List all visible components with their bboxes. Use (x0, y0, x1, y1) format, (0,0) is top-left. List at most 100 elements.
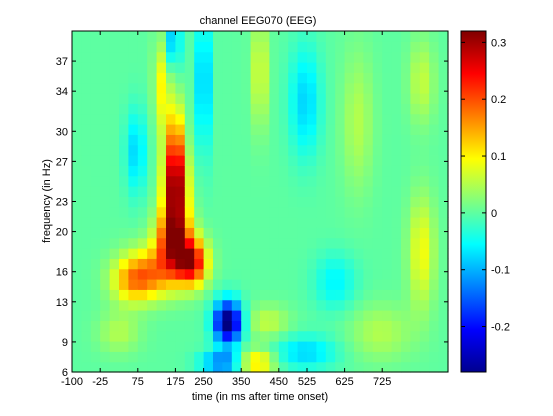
heatmap-cell (354, 279, 364, 290)
heatmap-cell (372, 103, 383, 115)
heatmap-cell (307, 206, 317, 218)
heatmap-cell (269, 351, 280, 363)
heatmap-cell (194, 165, 205, 177)
heatmap-cell (391, 320, 402, 332)
heatmap-cell (100, 279, 111, 290)
heatmap-cell (410, 227, 421, 239)
heatmap-cell (269, 289, 280, 301)
heatmap-cell (241, 237, 252, 249)
heatmap-cell (335, 113, 346, 125)
heatmap-cell (231, 93, 242, 104)
heatmap-cell (335, 41, 346, 53)
heatmap-cell (222, 175, 233, 187)
heatmap-cell (184, 82, 195, 94)
heatmap-cell (128, 155, 139, 166)
heatmap-cell (297, 72, 308, 84)
heatmap-cell (231, 227, 242, 239)
heatmap-cell (316, 268, 327, 280)
heatmap-cell (438, 165, 449, 177)
heatmap-cell (166, 237, 176, 249)
heatmap-cell (382, 165, 393, 177)
heatmap-cell (203, 82, 214, 94)
heatmap-cell (354, 41, 364, 53)
heatmap-cell (288, 186, 299, 197)
heatmap-cell (419, 134, 430, 146)
heatmap-cell (363, 113, 374, 125)
heatmap-cell (222, 227, 233, 239)
heatmap-cell (250, 299, 261, 311)
heatmap-cell (269, 320, 280, 332)
heatmap-cell (128, 351, 139, 363)
heatmap-cell (81, 31, 92, 42)
heatmap-cell (288, 165, 299, 177)
heatmap-cell (260, 330, 270, 342)
heatmap-cell (119, 361, 129, 373)
heatmap-cell (297, 196, 308, 208)
heatmap-cell (128, 268, 139, 280)
heatmap-cell (156, 258, 167, 270)
heatmap-cell (119, 248, 129, 259)
heatmap-cell (166, 279, 176, 290)
heatmap-cell (344, 51, 355, 63)
heatmap-cell (363, 41, 374, 53)
heatmap-cell (419, 227, 430, 239)
heatmap-cell (222, 144, 233, 156)
heatmap-cell (184, 175, 195, 187)
heatmap-cell (307, 330, 317, 342)
heatmap-cell (372, 144, 383, 156)
heatmap-cell (166, 320, 176, 332)
heatmap-cell (119, 82, 129, 94)
heatmap-cell (109, 196, 120, 208)
heatmap-cell (81, 196, 92, 208)
x-tick-label: 725 (373, 376, 391, 388)
heatmap-cell (372, 320, 383, 332)
heatmap-cell (147, 330, 158, 342)
heatmap-cell (297, 144, 308, 156)
heatmap-cell (382, 351, 393, 363)
heatmap-cell (194, 361, 205, 373)
heatmap-cell (335, 31, 346, 42)
heatmap-cell (81, 155, 92, 166)
heatmap-cell (325, 134, 336, 146)
heatmap-cell (203, 134, 214, 146)
heatmap-cell (100, 144, 111, 156)
heatmap-cell (344, 268, 355, 280)
heatmap-cell (419, 248, 430, 259)
heatmap-cell (372, 227, 383, 239)
heatmap-cell (184, 351, 195, 363)
heatmap-cell (250, 268, 261, 280)
heatmap-cell (335, 279, 346, 290)
heatmap-cell (391, 155, 402, 166)
heatmap-cell (438, 62, 449, 73)
heatmap-cell (354, 299, 364, 311)
heatmap-cell (354, 268, 364, 280)
heatmap-cell (288, 93, 299, 104)
heatmap-cell (401, 175, 411, 187)
heatmap-cell (429, 351, 440, 363)
heatmap-cell (90, 206, 101, 218)
heatmap-cell (194, 351, 205, 363)
heatmap-cell (372, 72, 383, 84)
heatmap-cell (194, 258, 205, 270)
heatmap-cell (307, 268, 317, 280)
heatmap-cell (419, 82, 430, 94)
heatmap-cell (213, 279, 223, 290)
heatmap-cell (156, 237, 167, 249)
heatmap-cell (175, 310, 186, 321)
heatmap-cell (213, 237, 223, 249)
heatmap-cell (354, 62, 364, 73)
heatmap-cell (288, 227, 299, 239)
heatmap-cell (175, 41, 186, 53)
heatmap-cell (316, 113, 327, 125)
heatmap-cell (297, 103, 308, 115)
heatmap-cell (231, 103, 242, 115)
heatmap-cell (175, 361, 186, 373)
heatmap-cell (278, 237, 289, 249)
heatmap-cell (269, 227, 280, 239)
heatmap-cell (335, 351, 346, 363)
heatmap-cell (429, 155, 440, 166)
heatmap-cell (72, 144, 82, 156)
heatmap-cell (147, 82, 158, 94)
heatmap-cell (278, 279, 289, 290)
heatmap-cell (128, 206, 139, 218)
